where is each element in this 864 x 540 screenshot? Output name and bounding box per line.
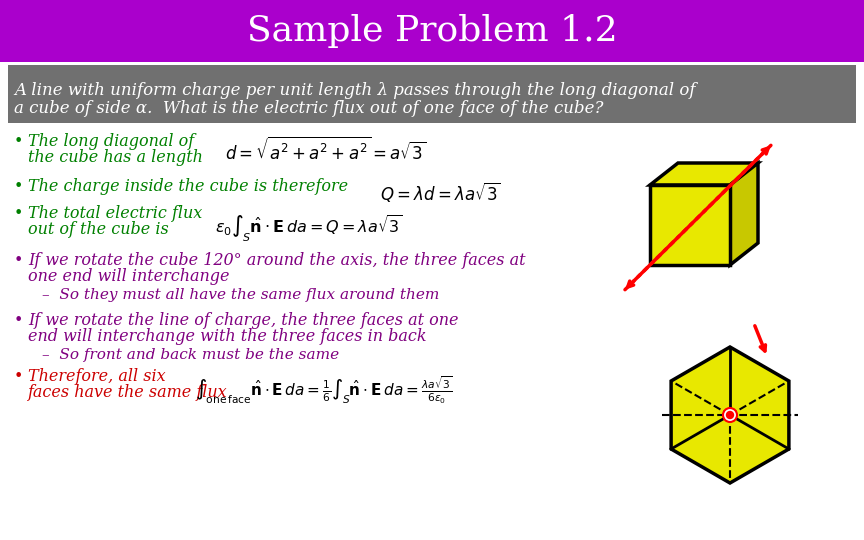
Text: a cube of side α.  What is the electric flux out of one face of the cube?: a cube of side α. What is the electric f… [14,100,603,117]
Text: one end will interchange: one end will interchange [28,268,230,285]
Text: •: • [14,133,23,150]
Polygon shape [671,347,789,483]
Text: $d = \sqrt{a^2 + a^2 + a^2} = a\sqrt{3}$: $d = \sqrt{a^2 + a^2 + a^2} = a\sqrt{3}$ [225,137,426,164]
Polygon shape [650,185,730,265]
Text: $Q = \lambda d = \lambda a\sqrt{3}$: $Q = \lambda d = \lambda a\sqrt{3}$ [380,180,501,204]
Circle shape [727,411,734,418]
Text: Therefore, all six: Therefore, all six [28,368,166,385]
Polygon shape [650,163,758,185]
Text: Sample Problem 1.2: Sample Problem 1.2 [247,14,617,48]
Text: out of the cube is: out of the cube is [28,221,168,238]
Text: The charge inside the cube is therefore: The charge inside the cube is therefore [28,178,348,195]
Polygon shape [730,163,758,265]
Text: –  So front and back must be the same: – So front and back must be the same [42,348,340,362]
Text: •: • [14,312,23,329]
Text: $\varepsilon_0 \int_S \hat{\mathbf{n}} \cdot \mathbf{E}\, da = Q = \lambda a\sqr: $\varepsilon_0 \int_S \hat{\mathbf{n}} \… [215,213,403,244]
Text: •: • [14,252,23,269]
Text: $\int_{\rm one\,face} \hat{\mathbf{n}} \cdot \mathbf{E}\, da = \frac{1}{6}\int_S: $\int_{\rm one\,face} \hat{\mathbf{n}} \… [195,374,452,406]
Text: A line with uniform charge per unit length λ passes through the long diagonal of: A line with uniform charge per unit leng… [14,82,696,99]
Circle shape [723,408,737,422]
Text: •: • [14,368,23,385]
Text: The total electric flux: The total electric flux [28,205,202,222]
Text: If we rotate the cube 120° around the axis, the three faces at: If we rotate the cube 120° around the ax… [28,252,525,269]
Bar [8,65,856,123]
Text: the cube has a length: the cube has a length [28,149,203,166]
Bar [0,0,864,62]
Text: –  So they must all have the same flux around them: – So they must all have the same flux ar… [42,288,440,302]
Text: •: • [14,205,23,222]
Text: •: • [14,178,23,195]
Text: faces have the same flux: faces have the same flux [28,384,227,401]
Text: The long diagonal of: The long diagonal of [28,133,194,150]
Text: end will interchange with the three faces in back: end will interchange with the three face… [28,328,427,345]
Text: If we rotate the line of charge, the three faces at one: If we rotate the line of charge, the thr… [28,312,459,329]
